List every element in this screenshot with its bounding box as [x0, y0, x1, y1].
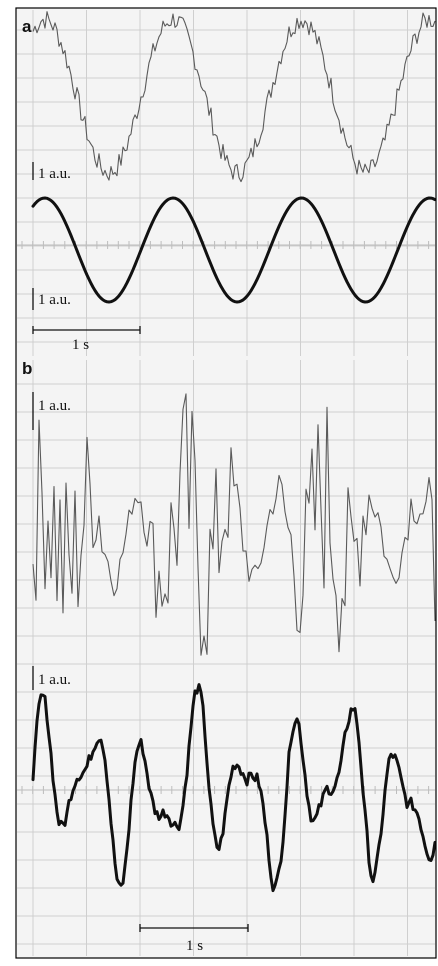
figure-frame [15, 7, 437, 959]
panel-a-amplitude-scale-label-top: 1 a.u. [38, 166, 71, 182]
panel-b-trace-noisy [32, 393, 436, 656]
panel-a-background [16, 8, 436, 358]
panel-b-letter: b [22, 359, 32, 378]
traces [31, 11, 437, 893]
panel-b-amplitude-scale-label-top: 1 a.u. [38, 398, 71, 414]
panel-b-grid [17, 360, 435, 956]
panel-b-time-scale-label: 1 s [186, 938, 203, 954]
panel-a-letter: a [22, 17, 32, 36]
panel-b-trace-smooth [31, 683, 437, 893]
panel-b-amplitude-scale-label-bottom: 1 a.u. [38, 672, 71, 688]
panel-a-grid [17, 10, 435, 356]
panel-a-trace-noisy [32, 11, 436, 183]
panel-b-background [16, 358, 436, 958]
panel-a-trace-smooth [31, 196, 437, 304]
panel-a-amplitude-scale-label-bottom: 1 a.u. [38, 292, 71, 308]
panel-a-time-scale-label: 1 s [72, 337, 89, 353]
